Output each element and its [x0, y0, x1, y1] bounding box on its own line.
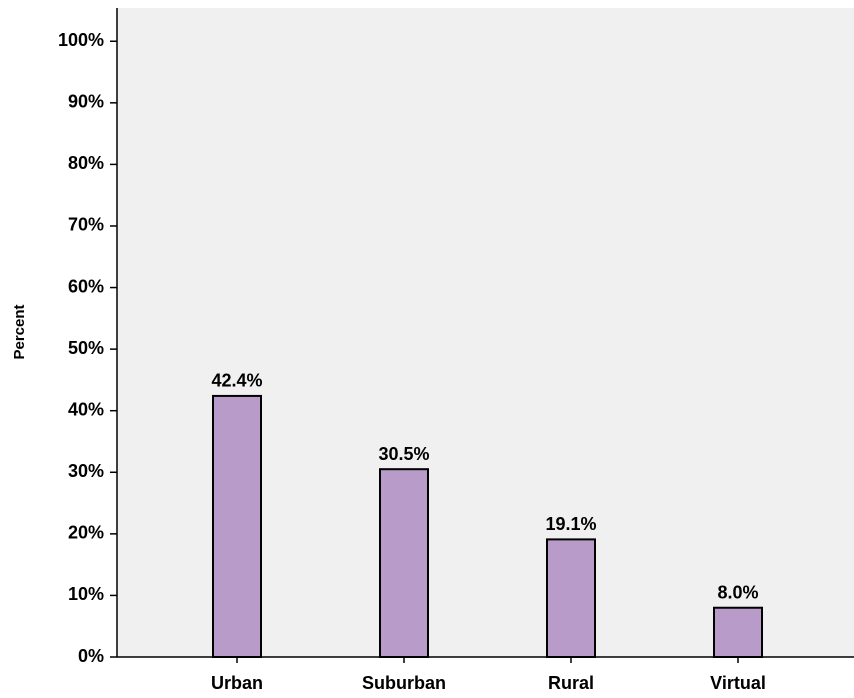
- y-tick-label: 40%: [68, 399, 104, 419]
- y-tick-label: 0%: [78, 646, 104, 666]
- bar: [713, 606, 763, 659]
- x-tick-label: Urban: [211, 673, 263, 693]
- value-label: 8.0%: [717, 582, 758, 602]
- y-tick-label: 50%: [68, 338, 104, 358]
- x-tick-label: Rural: [548, 673, 594, 693]
- y-tick-label: 20%: [68, 523, 104, 543]
- y-tick-label: 10%: [68, 584, 104, 604]
- x-tick-label: Virtual: [710, 673, 766, 693]
- bar: [212, 394, 262, 658]
- bar: [546, 538, 596, 659]
- bar: [379, 468, 429, 658]
- y-axis-label: Percent: [11, 304, 28, 359]
- y-tick-label: 100%: [58, 30, 104, 50]
- x-tick-label: Suburban: [362, 673, 446, 693]
- value-label: 42.4%: [211, 371, 262, 391]
- y-tick-label: 80%: [68, 153, 104, 173]
- value-label: 19.1%: [545, 514, 596, 534]
- y-tick-label: 90%: [68, 92, 104, 112]
- y-tick-label: 70%: [68, 215, 104, 235]
- y-tick-label: 60%: [68, 276, 104, 296]
- y-tick-label: 30%: [68, 461, 104, 481]
- value-label: 30.5%: [378, 444, 429, 464]
